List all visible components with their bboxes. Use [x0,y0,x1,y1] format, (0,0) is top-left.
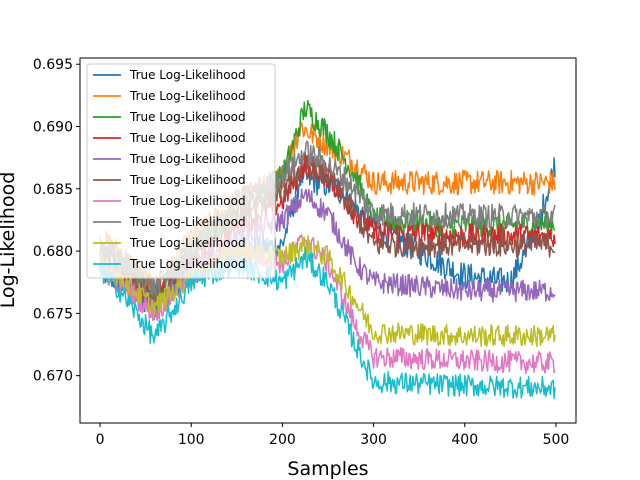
legend-label: True Log-Likelihood [129,173,246,187]
y-tick-label: 0.675 [33,306,73,322]
y-axis: 0.670 0.675 0.680 0.685 0.690 0.695 [33,57,80,385]
y-tick-label: 0.695 [33,57,73,73]
x-tick-label: 0 [96,432,105,448]
legend-label: True Log-Likelihood [129,215,246,229]
legend: True Log-Likelihood True Log-Likelihood Tr… [86,63,276,279]
series-line-10 [99,246,556,400]
plot-frame [79,57,577,424]
legend-label: True Log-Likelihood [129,110,246,124]
x-tick-label: 500 [543,432,570,448]
x-tick-label: 400 [451,432,478,448]
x-tick-label: 100 [178,432,205,448]
legend-label: True Log-Likelihood [129,89,246,103]
x-tick-label: 200 [269,432,296,448]
x-tick-label: 300 [360,432,387,448]
series-line-9 [99,234,556,348]
series-line-6 [99,152,556,304]
legend-label: True Log-Likelihood [129,236,246,250]
y-axis-label: Log-Likelihood [0,172,19,309]
x-axis-label: Samples [287,458,368,480]
y-tick-label: 0.680 [33,244,73,260]
x-axis: 0 100 200 300 400 500 [96,423,570,448]
y-tick-label: 0.685 [33,182,73,198]
legend-label: True Log-Likelihood [129,257,246,271]
legend-label: True Log-Likelihood [129,131,246,145]
y-tick-label: 0.690 [33,120,73,136]
legend-label: True Log-Likelihood [129,152,246,166]
y-tick-label: 0.670 [33,369,73,385]
legend-label: True Log-Likelihood [129,68,246,82]
legend-label: True Log-Likelihood [129,194,246,208]
legend-box [86,63,276,279]
